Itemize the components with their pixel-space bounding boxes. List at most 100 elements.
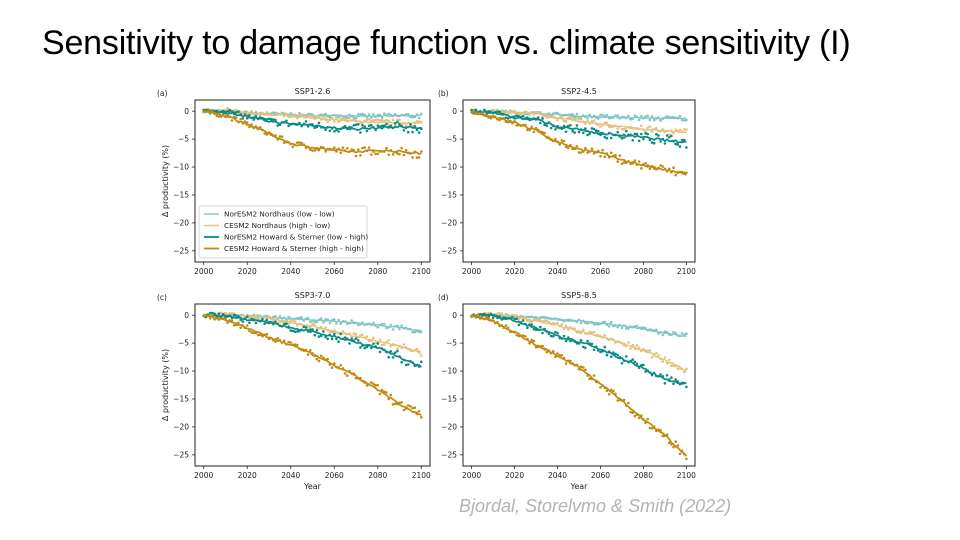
data-point <box>324 318 327 321</box>
data-point <box>289 341 293 344</box>
data-point <box>402 129 406 132</box>
data-point <box>391 118 395 121</box>
data-point <box>661 128 665 131</box>
data-point <box>235 116 238 119</box>
x-tick-label: 2000 <box>194 267 213 276</box>
data-point <box>597 323 600 326</box>
data-point <box>306 353 310 356</box>
data-point <box>635 344 639 347</box>
data-point <box>398 152 401 156</box>
data-point <box>328 116 332 119</box>
data-point <box>413 330 417 334</box>
y-tick-label: −20 <box>441 218 457 227</box>
data-point <box>650 427 654 430</box>
panel-title: SSP5-8.5 <box>561 291 597 300</box>
data-point <box>577 118 581 121</box>
data-point <box>635 132 639 136</box>
series-2 <box>202 108 423 134</box>
data-point <box>263 132 266 135</box>
data-point <box>337 130 340 133</box>
data-point <box>685 128 688 131</box>
citation: Bjordal, Storelvmo & Smith (2022) <box>459 496 732 516</box>
data-point <box>659 164 662 167</box>
data-point <box>333 332 336 336</box>
series-line <box>471 109 687 134</box>
data-point <box>614 352 617 356</box>
data-point <box>506 117 510 120</box>
data-point <box>625 129 628 133</box>
y-tick-label: −20 <box>173 218 189 227</box>
data-point <box>637 416 641 420</box>
data-point <box>603 135 607 139</box>
data-point <box>665 134 669 137</box>
data-point <box>298 111 301 115</box>
data-point <box>335 322 338 325</box>
data-point <box>315 329 319 332</box>
data-point <box>385 122 388 126</box>
data-point <box>296 343 299 347</box>
data-point <box>409 405 412 408</box>
data-point <box>575 112 579 116</box>
data-point <box>547 332 551 336</box>
data-point <box>389 323 393 327</box>
data-point <box>515 124 518 127</box>
data-point <box>594 129 598 132</box>
data-point <box>346 116 349 120</box>
data-point <box>633 132 637 136</box>
data-point <box>269 117 273 121</box>
data-point <box>356 148 360 151</box>
data-point <box>674 331 677 335</box>
data-point <box>374 119 377 122</box>
data-point <box>648 125 652 128</box>
data-point <box>326 357 330 361</box>
data-point <box>265 118 269 121</box>
data-point <box>263 322 266 326</box>
data-point <box>513 314 516 317</box>
data-point <box>354 337 358 340</box>
data-point <box>324 150 327 153</box>
data-point <box>380 322 384 326</box>
data-point <box>396 349 399 353</box>
data-point <box>256 333 260 337</box>
data-point <box>631 411 634 415</box>
data-point <box>586 133 589 137</box>
data-point <box>667 133 671 136</box>
data-point <box>400 146 404 150</box>
legend-box <box>198 205 368 259</box>
data-point <box>556 118 559 122</box>
data-point <box>599 125 602 128</box>
data-point <box>530 338 533 342</box>
data-point <box>356 123 360 126</box>
data-point <box>383 112 386 115</box>
data-point <box>278 315 282 318</box>
data-point <box>337 115 340 119</box>
data-point <box>601 148 604 152</box>
data-point <box>551 335 555 338</box>
data-point <box>648 167 652 170</box>
data-point <box>483 108 486 112</box>
data-point <box>657 354 660 357</box>
series-line <box>203 313 422 416</box>
data-point <box>603 121 607 125</box>
data-point <box>667 441 671 445</box>
data-point <box>302 325 306 329</box>
y-tick-label: −15 <box>441 191 457 200</box>
data-point <box>309 349 312 352</box>
data-point <box>420 354 423 358</box>
data-point <box>324 335 327 339</box>
data-point <box>402 343 406 346</box>
data-point <box>254 314 258 317</box>
data-point <box>306 114 310 117</box>
data-point <box>609 136 613 140</box>
data-point <box>659 140 662 143</box>
data-point <box>599 350 602 354</box>
data-point <box>374 152 377 156</box>
x-tick-label: 2100 <box>412 471 431 480</box>
data-point <box>648 118 652 122</box>
data-point <box>354 154 358 158</box>
data-point <box>330 366 334 369</box>
x-tick-label: 2020 <box>238 267 257 276</box>
data-point <box>287 124 290 128</box>
data-point <box>524 335 527 338</box>
data-point <box>239 326 242 330</box>
